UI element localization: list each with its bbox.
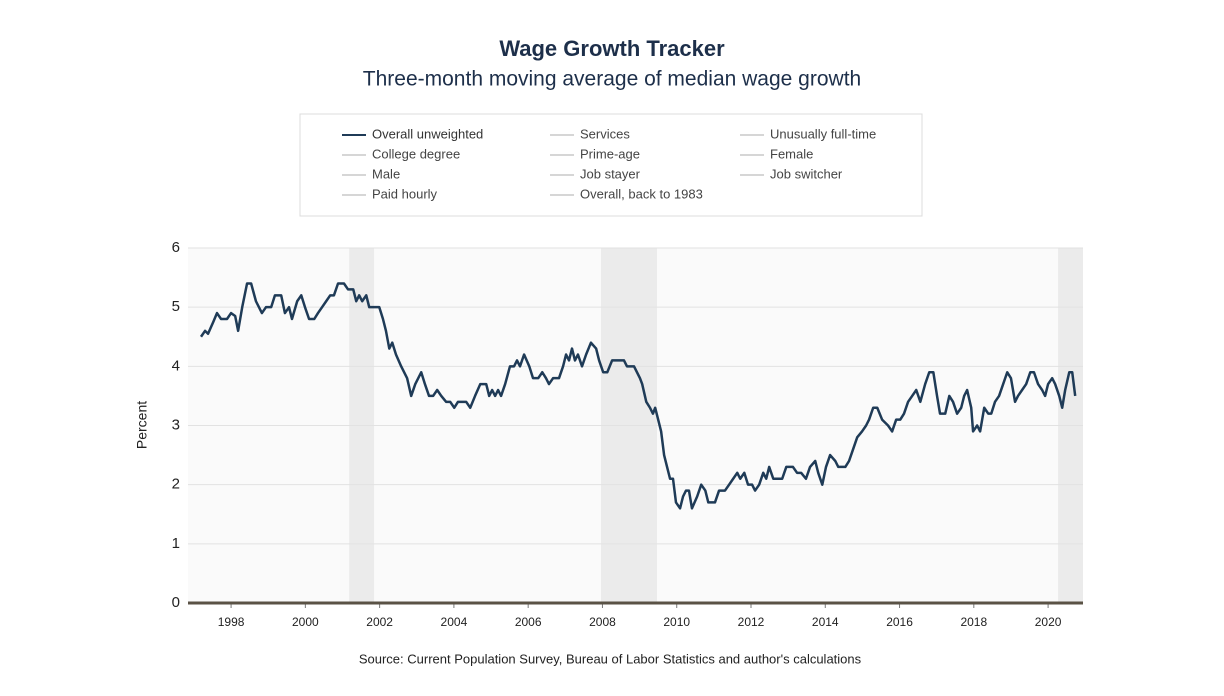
legend-label: Job stayer [580,166,641,181]
legend-label: Male [372,166,400,181]
y-tick-label: 1 [172,535,180,552]
x-tick-label: 2002 [366,615,393,629]
legend-label: Overall unweighted [372,126,483,141]
legend-label: Female [770,146,813,161]
x-tick-label: 2006 [515,615,542,629]
x-tick-label: 1998 [218,615,245,629]
legend-label: Prime-age [580,146,640,161]
x-tick-label: 2016 [886,615,913,629]
chart-subtitle: Three-month moving average of median wag… [363,68,861,91]
legend-label: Unusually full-time [770,126,876,141]
y-tick-label: 4 [172,357,180,374]
y-tick-label: 2 [172,476,180,493]
y-tick-label: 5 [172,298,180,315]
legend-label: Job switcher [770,166,843,181]
x-tick-label: 2014 [812,615,839,629]
x-tick-label: 2008 [589,615,616,629]
data-line [199,282,1077,510]
legend-box [299,113,923,217]
legend-label: Overall, back to 1983 [580,186,703,201]
x-tick-label: 2010 [663,615,690,629]
y-tick-label: 3 [172,416,180,433]
x-tick-label: 2000 [292,615,319,629]
y-axis-label: Percent [134,401,150,449]
x-tick-label: 2012 [738,615,765,629]
x-tick-label: 2018 [960,615,987,629]
legend-label: Services [580,126,630,141]
legend-label: Paid hourly [372,186,438,201]
chart-title: Wage Growth Tracker [499,36,725,61]
x-tick-label: 2020 [1035,615,1062,629]
legend-label: College degree [372,146,460,161]
y-tick-label: 0 [172,594,180,611]
source-note: Source: Current Population Survey, Burea… [359,651,862,666]
y-tick-label: 6 [172,239,180,256]
x-tick-label: 2004 [441,615,468,629]
